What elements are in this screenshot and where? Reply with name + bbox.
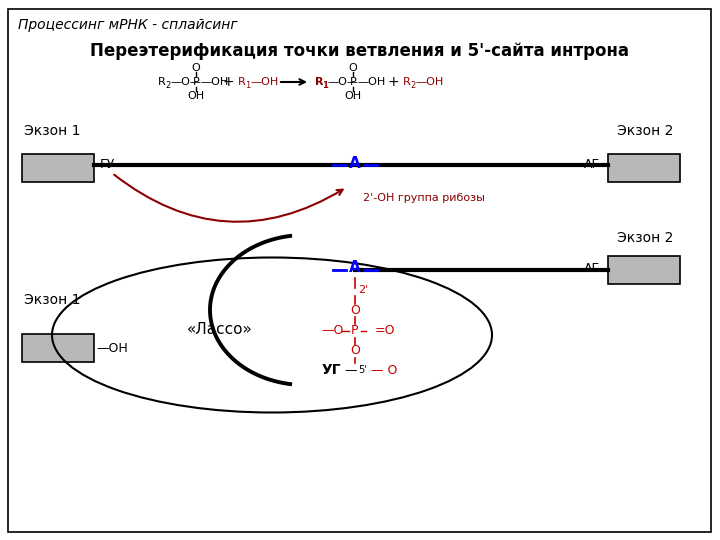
Text: P: P (351, 325, 359, 338)
Bar (608, 256, 680, 284)
Text: —OH: —OH (250, 77, 278, 87)
Text: 1: 1 (245, 82, 251, 91)
Text: R: R (403, 77, 410, 87)
Text: Переэтерификация точки ветвления и 5'-сайта интрона: Переэтерификация точки ветвления и 5'-са… (91, 42, 629, 60)
Text: —O: —O (322, 325, 344, 338)
Bar (608, 154, 680, 182)
Text: +: + (222, 75, 234, 89)
Text: 2': 2' (358, 285, 368, 295)
Text: «Лассо»: «Лассо» (187, 322, 253, 338)
Text: Экзон 2: Экзон 2 (617, 231, 673, 245)
Bar (22, 154, 94, 182)
Text: 1: 1 (322, 82, 328, 91)
Text: O: O (192, 63, 200, 73)
Text: Процессинг мРНК - сплайсинг: Процессинг мРНК - сплайсинг (18, 18, 238, 32)
Text: 2: 2 (165, 82, 170, 91)
Bar (22, 334, 94, 362)
Text: —: — (341, 363, 358, 376)
Text: +: + (387, 75, 399, 89)
Text: А: А (349, 260, 361, 275)
Text: Экзон 2: Экзон 2 (617, 124, 673, 138)
Text: R: R (315, 77, 323, 87)
Text: А: А (349, 156, 361, 171)
Text: O: O (348, 63, 357, 73)
Text: O: O (350, 345, 360, 357)
Text: —O—: —O— (170, 77, 201, 87)
Text: P: P (350, 77, 356, 87)
Text: =O: =O (375, 325, 395, 338)
FancyArrowPatch shape (114, 175, 343, 222)
Text: Экзон 1: Экзон 1 (24, 124, 80, 138)
Text: OH: OH (187, 91, 204, 101)
Text: 2'-ОН группа рибозы: 2'-ОН группа рибозы (363, 193, 485, 203)
Text: 2: 2 (410, 82, 415, 91)
Text: Экзон 1: Экзон 1 (24, 293, 80, 307)
Text: УГ: УГ (321, 363, 341, 377)
Text: P: P (193, 77, 199, 87)
Text: АГ: АГ (584, 262, 600, 275)
Text: R: R (238, 77, 246, 87)
Text: —O—: —O— (327, 77, 358, 87)
Text: АГ: АГ (584, 158, 600, 171)
Text: —OH: —OH (96, 341, 127, 354)
Text: — O: — O (371, 363, 397, 376)
Text: R: R (158, 77, 166, 87)
Text: —OH: —OH (357, 77, 385, 87)
Text: —OH: —OH (200, 77, 228, 87)
Text: —OH: —OH (415, 77, 444, 87)
Text: OH: OH (344, 91, 361, 101)
Text: ГУ: ГУ (100, 158, 115, 171)
Text: 5': 5' (358, 365, 366, 375)
Text: O: O (350, 303, 360, 316)
